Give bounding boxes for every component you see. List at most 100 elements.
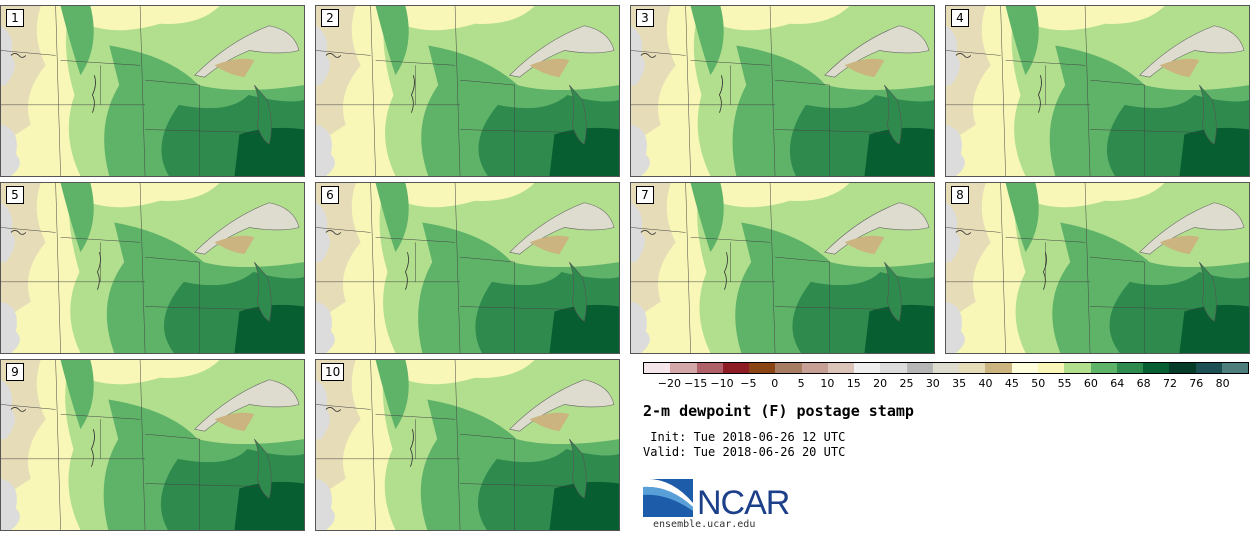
state-boundary [946,50,1001,56]
field-very-humid-se [864,127,934,176]
field-pale-north [700,183,850,208]
member-panel-8: 8 [945,182,1250,354]
member-panel-10: 10 [315,359,620,531]
field-pale-north [70,183,220,208]
state-boundary [60,414,141,420]
field-moist-north [1005,183,1039,253]
river [1042,252,1047,290]
colorbar-swatch [959,363,986,373]
field-tan-west [631,6,676,145]
river [718,75,723,113]
dewpoint-map [316,183,619,353]
field-moist-north [60,183,94,253]
dewpoint-map [1,183,304,353]
river-west [640,230,657,235]
river [90,429,95,467]
dewpoint-map [1,360,304,530]
member-panel-4: 4 [945,5,1250,177]
field-tan-lake [844,58,885,78]
valid-time: Valid: Tue 2018-06-26 20 UTC [643,445,846,459]
member-panel-7: 7 [630,182,935,354]
colorbar-swatch [1116,363,1144,373]
member-panel-9: 9 [0,359,305,531]
state-boundary [1,50,56,56]
field-moist-north [690,183,724,253]
colorbar-tick-label: 25 [899,377,914,390]
field-moist-north [375,360,409,430]
field-tan-lake [214,235,255,255]
field-gray-sw [946,301,965,353]
colorbar-swatch [880,363,907,373]
state-boundary [685,183,691,353]
lake-michigan [569,261,587,322]
state-boundary [316,404,371,410]
field-very-humid-se [549,481,619,530]
field-tan-lake [214,412,255,432]
field-gray-sw [946,124,965,176]
river-west [10,53,27,58]
field-gray-west [316,202,330,263]
state-boundary [370,183,376,353]
ncar-logo: NCAR ensemble.ucar.edu [643,475,803,530]
state-boundary [139,360,146,530]
member-label: 10 [321,363,345,381]
colorbar-swatch [1011,363,1038,373]
colorbar-tick-label: 50 [1031,377,1046,390]
member-label: 6 [321,186,339,204]
colorbar-swatch [985,363,1012,373]
field-moist-north [375,183,409,253]
field-tan-west [1,6,46,145]
field-tan-west [1,360,46,499]
field-gray-west [316,25,330,86]
state-boundary [145,433,200,440]
field-moist-north [1005,6,1039,76]
field-gray-sw [316,301,335,353]
field-tan-west [946,183,991,322]
colorbar-tick-label: −20 [657,377,681,390]
field-tan-lake [1159,235,1200,255]
colorbar-tick-label: −15 [684,377,708,390]
colorbar-swatch [1037,363,1065,373]
state-boundary [690,60,771,66]
state-boundary [775,79,830,86]
field-pale-north [385,360,535,385]
state-boundary [454,360,461,530]
field-gray-sw [631,301,650,353]
state-boundary [370,360,376,530]
state-boundary [460,79,515,86]
colorbar-swatch [775,363,802,373]
dewpoint-map [316,6,619,176]
river [404,252,409,290]
colorbar-swatch [854,363,881,373]
state-boundary [145,306,260,310]
state-boundary [775,256,830,263]
river [409,429,414,467]
field-tan-west [316,6,361,145]
colorbar-swatch [1169,363,1196,373]
lake-michigan [884,261,902,322]
state-boundary [1000,183,1006,353]
field-gray-west [316,379,330,440]
plot-title: 2-m dewpoint (F) postage stamp [643,402,914,420]
colorbar-tick-label: −10 [710,377,734,390]
lake-michigan [884,84,902,145]
field-moist-north [375,6,409,76]
river-west [640,53,657,58]
colorbar-swatch [696,363,723,373]
field-moist-north [690,6,724,76]
state-boundary [690,237,771,243]
river [96,252,101,290]
state-boundary [55,183,61,353]
colorbar-tick-label: 40 [978,377,993,390]
ncar-logo-text: NCAR [697,484,790,522]
field-gray-sw [316,478,335,530]
field-very-humid-se [549,127,619,176]
colorbar-swatch [801,363,828,373]
colorbar-tick-label: 10 [820,377,835,390]
state-boundary [1084,6,1091,176]
state-boundary [775,129,890,133]
field-gray-west [946,25,960,86]
lake-michigan [254,261,272,322]
river-west [325,407,342,412]
colorbar-tick-label: −5 [740,377,757,390]
